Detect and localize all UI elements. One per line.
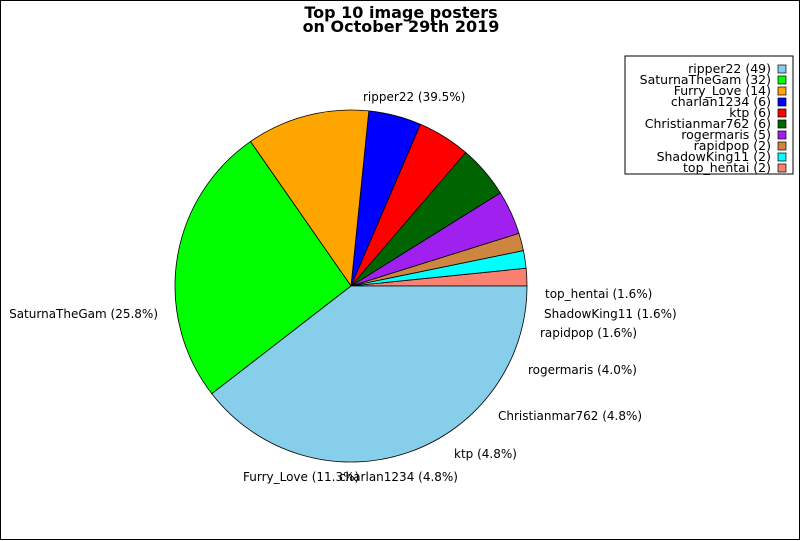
legend-swatch — [777, 108, 787, 118]
legend-label: Christianmar762 (6) — [645, 116, 771, 131]
legend-swatch — [777, 163, 787, 173]
pie-slice-furry-love — [249, 109, 370, 288]
slice-label-furry-love: Furry_Love (11.3%) — [243, 470, 359, 484]
pie-slice-ripper22 — [211, 285, 528, 463]
legend-swatch — [777, 119, 787, 129]
legend-swatch — [777, 64, 787, 74]
pie-slices — [174, 109, 528, 463]
legend-label: rogermaris (5) — [681, 127, 771, 142]
legend-label: charlan1234 (6) — [671, 94, 771, 109]
slice-label-saturnathegam: SaturnaTheGam (25.8%) — [9, 307, 158, 321]
legend-swatch — [777, 152, 787, 162]
slice-label-rapidpop: rapidpop (1.6%) — [540, 326, 637, 340]
legend-label: ktp (6) — [729, 105, 771, 120]
legend-label: top_hentai (2) — [683, 160, 771, 175]
legend-label: ShadowKing11 (2) — [657, 149, 771, 164]
slice-label-ktp: ktp (4.8%) — [454, 447, 517, 461]
legend-label: Furry_Love (14) — [674, 83, 771, 98]
chart-title: Top 10 image posters — [304, 3, 497, 22]
legend: ripper22 (49)SaturnaTheGam (32)Furry_Lov… — [624, 55, 794, 175]
legend-swatch — [777, 130, 787, 140]
legend-swatch — [777, 75, 787, 85]
slice-label-ripper22: ripper22 (39.5%) — [363, 90, 465, 104]
legend-box — [624, 55, 794, 175]
chart-subtitle: on October 29th 2019 — [303, 17, 500, 36]
legend-swatch — [777, 97, 787, 107]
slice-label-top-hentai: top_hentai (1.6%) — [545, 287, 652, 301]
legend-label: rapidpop (2) — [694, 138, 771, 153]
legend-swatch — [777, 141, 787, 151]
legend-label: SaturnaTheGam (32) — [640, 72, 771, 87]
slice-label-rogermaris: rogermaris (4.0%) — [528, 363, 637, 377]
legend-swatch — [777, 86, 787, 96]
slice-label-christianmar762: Christianmar762 (4.8%) — [498, 409, 642, 423]
pie-slice-saturnathegam — [174, 140, 352, 395]
slice-label-charlan1234: charlan1234 (4.8%) — [339, 470, 458, 484]
slice-label-shadowking11: ShadowKing11 (1.6%) — [544, 307, 677, 321]
legend-label: ripper22 (49) — [688, 61, 771, 76]
slice-labels: top_hentai (1.6%) ShadowKing11 (1.6%) rapi… — [9, 90, 677, 484]
